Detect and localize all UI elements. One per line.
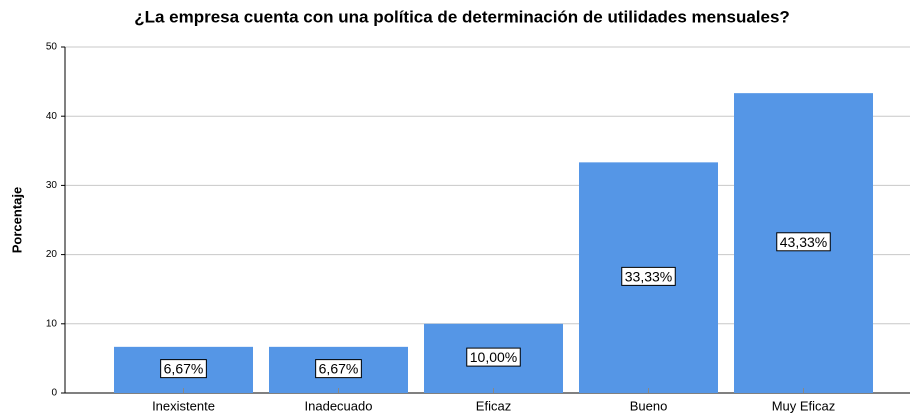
y-tick-label: 20 <box>46 249 58 260</box>
value-label-box <box>776 232 831 252</box>
y-tick-label: 0 <box>51 388 57 399</box>
value-label: 6,67% <box>319 361 359 377</box>
x-tick-label: Inexistente <box>152 398 215 413</box>
value-label: 10,00% <box>470 349 517 365</box>
chart-title: ¿La empresa cuenta con una política de d… <box>134 7 790 26</box>
value-label: 43,33% <box>780 234 827 250</box>
value-label: 33,33% <box>625 268 672 284</box>
value-label: 6,67% <box>164 361 204 377</box>
y-axis-label: Porcentaje <box>9 187 24 253</box>
y-tick-label: 50 <box>46 42 58 53</box>
x-tick-label: Muy Eficaz <box>772 398 836 413</box>
x-tick-label: Bueno <box>630 398 668 413</box>
y-tick-label: 30 <box>46 180 58 191</box>
value-label-box <box>315 359 362 379</box>
value-label-box <box>160 359 207 379</box>
y-tick-label: 40 <box>46 111 58 122</box>
y-tick-label: 10 <box>46 318 58 329</box>
x-tick-label: Eficaz <box>476 398 511 413</box>
x-tick-label: Inadecuado <box>305 398 373 413</box>
value-label-box <box>621 266 676 286</box>
value-label-box <box>466 347 521 367</box>
